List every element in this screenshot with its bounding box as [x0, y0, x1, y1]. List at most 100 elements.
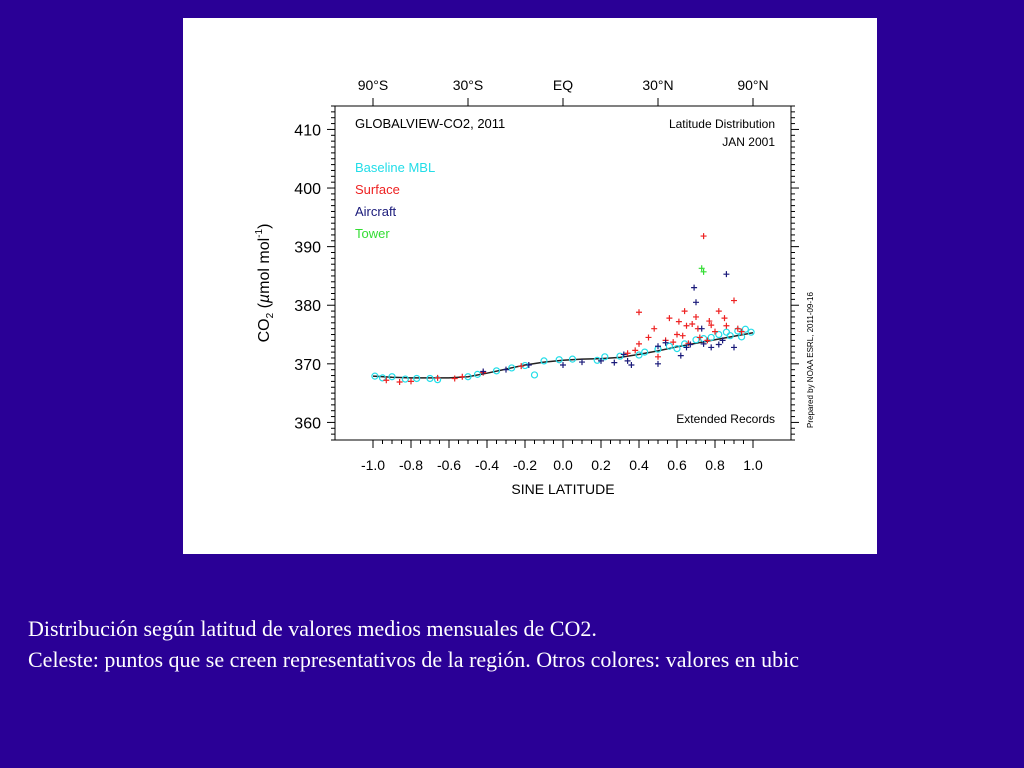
data-point	[555, 356, 563, 364]
data-point	[641, 348, 649, 356]
data-point	[655, 360, 661, 367]
data-point	[480, 368, 487, 375]
data-point	[579, 359, 585, 366]
data-point	[677, 352, 684, 359]
data-point	[693, 299, 699, 306]
data-point	[734, 325, 741, 332]
data-point	[655, 343, 661, 350]
chart-subtitle-2: JAN 2001	[722, 135, 775, 149]
y-tick-label: 400	[294, 181, 321, 198]
data-point	[689, 320, 696, 327]
data-point	[655, 353, 661, 360]
y-axis-label-open: (	[256, 302, 273, 312]
data-point	[700, 268, 707, 275]
data-point	[721, 315, 728, 322]
data-point	[715, 341, 722, 348]
data-point	[401, 375, 409, 383]
data-point	[518, 363, 525, 370]
data-point	[492, 367, 501, 375]
data-point	[426, 374, 434, 383]
x-tick-label: -0.4	[475, 457, 499, 473]
data-point	[408, 378, 414, 385]
data-point	[628, 361, 635, 368]
data-point	[722, 328, 731, 336]
data-point	[616, 352, 624, 360]
x-tick-labels: -1.0 -0.8 -0.6 -0.4 -0.2 0.0 0.2 0.4 0.6 0.8 1.0	[361, 457, 763, 473]
x-tick-label: 0.0	[553, 457, 573, 473]
data-point	[683, 322, 690, 329]
legend-entry: Surface	[355, 182, 400, 197]
x-tick-label: -0.6	[437, 457, 461, 473]
x-tick-label: -0.8	[399, 457, 423, 473]
data-point	[715, 308, 722, 315]
y-tick-label: 380	[294, 298, 321, 315]
data-point	[568, 355, 577, 363]
y-axis-label: CO2 (µmol mol-1)	[254, 224, 276, 343]
data-point	[383, 377, 390, 384]
data-point	[624, 357, 631, 364]
y-axis-label-unit: mol mol	[256, 238, 273, 294]
fit-line-path	[372, 332, 754, 379]
data-point	[635, 351, 643, 359]
x-tick-label: 0.4	[629, 457, 649, 473]
x-tick-label: 0.8	[705, 457, 725, 473]
x-tick-label: 0.6	[667, 457, 687, 473]
data-point	[540, 357, 548, 365]
data-point	[723, 322, 730, 329]
data-point	[503, 366, 509, 373]
data-point	[632, 347, 639, 354]
data-point	[371, 372, 379, 380]
data-point	[719, 337, 726, 344]
top-tick-label: 30°N	[642, 77, 673, 93]
data-point	[687, 341, 694, 348]
data-point	[692, 336, 700, 344]
data-point	[413, 374, 421, 383]
co2-latitude-chart: -1.0 -0.8 -0.6 -0.4 -0.2 0.0 0.2 0.4 0.6 0.8 1.0 3…	[254, 77, 815, 497]
data-point	[698, 265, 705, 272]
data-point	[683, 344, 690, 351]
data-point	[741, 325, 750, 333]
extended-records-label: Extended Records	[676, 412, 775, 426]
data-point	[731, 297, 737, 304]
top-tick-label: 90°S	[358, 77, 389, 93]
chart-subtitle-1: Latitude Distribution	[669, 117, 775, 131]
data-point	[601, 353, 609, 361]
series-aircraft	[480, 271, 737, 375]
data-point	[636, 340, 642, 347]
credit-label: Prepared by NOAA ESRL, 2011-09-16	[806, 292, 815, 428]
top-tick-label: EQ	[553, 77, 573, 93]
top-latitude-labels: 90°S 30°S EQ 30°N 90°N	[358, 77, 769, 93]
data-point	[700, 233, 707, 240]
legend-entry: Aircraft	[355, 204, 397, 219]
x-tick-label: -1.0	[361, 457, 385, 473]
top-tick-label: 90°N	[737, 77, 768, 93]
data-point	[508, 364, 516, 372]
series-surface	[383, 233, 745, 385]
chart-title: GLOBALVIEW-CO2, 2011	[355, 116, 505, 131]
series-baseline-mbl	[371, 325, 755, 384]
caption-line-1: Distribución según latitud de valores me…	[28, 616, 597, 641]
y-tick-label: 390	[294, 240, 321, 257]
legend: Baseline MBL Surface Aircraft Tower	[355, 160, 435, 241]
data-point	[679, 332, 686, 339]
data-point	[696, 334, 703, 341]
data-point	[560, 361, 566, 368]
data-point	[451, 375, 458, 382]
data-point	[708, 322, 715, 329]
data-point	[651, 325, 658, 332]
data-point	[378, 374, 387, 382]
data-point	[665, 342, 673, 350]
data-point	[715, 330, 723, 339]
x-tick-label: -0.2	[513, 457, 537, 473]
data-point	[681, 308, 688, 315]
y-tick-labels: 360 370 380 390 400 410	[294, 122, 321, 432]
y-axis-label-sup: -1	[254, 228, 265, 237]
data-point	[670, 339, 677, 346]
top-tick-label: 30°S	[453, 77, 484, 93]
data-point	[674, 331, 680, 338]
data-point	[396, 378, 403, 385]
data-point	[611, 359, 618, 366]
data-point	[673, 344, 681, 353]
data-point	[624, 350, 631, 357]
data-point	[662, 339, 669, 346]
